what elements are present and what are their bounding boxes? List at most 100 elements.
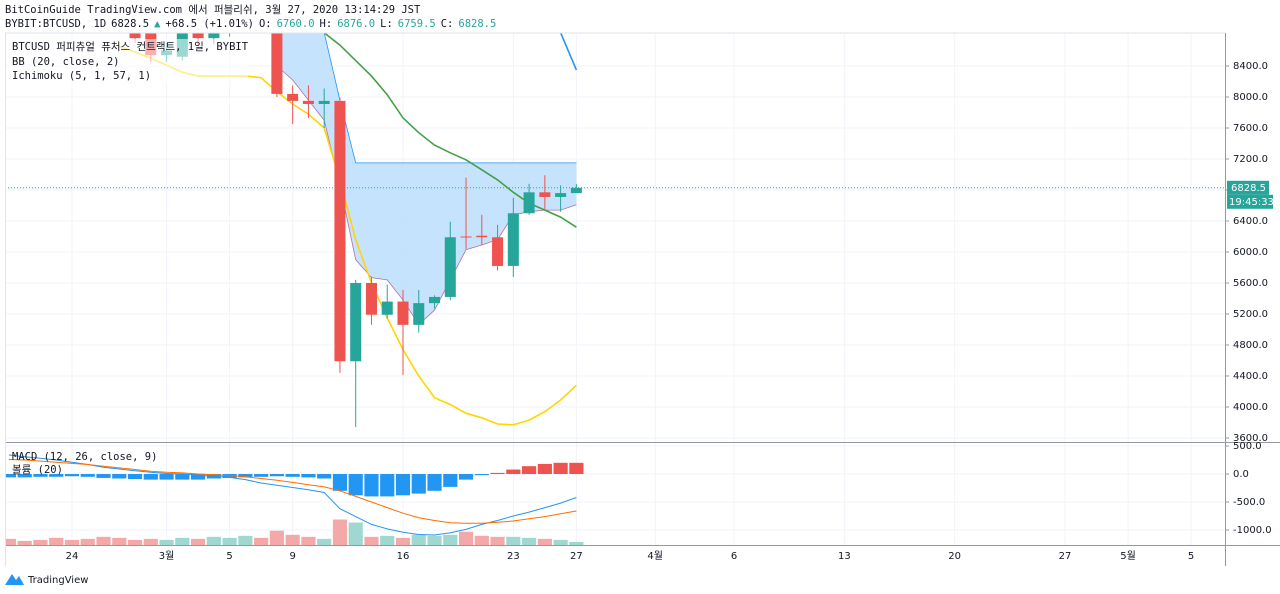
candle-body (570, 187, 582, 194)
legend-entry: MACD (12, 26, close, 9) (12, 451, 157, 463)
volume-bar (285, 534, 300, 545)
volume-bar (553, 539, 568, 545)
volume-bar (364, 536, 379, 545)
volume-bar (64, 539, 80, 545)
volume-bar (222, 537, 237, 545)
x-tick-label: 24 (66, 551, 79, 562)
histogram-bar (569, 462, 584, 475)
volume-bar (474, 535, 489, 545)
candle-body (208, 33, 220, 39)
symbol-info: ▲ (154, 18, 161, 30)
macd-pane (5, 454, 584, 545)
candle-body (350, 282, 362, 362)
volume-bar (506, 536, 521, 545)
volume-bar (569, 541, 584, 545)
candle-body (539, 192, 551, 197)
symbol-info: 6828.5 (111, 18, 149, 30)
histogram-bar (80, 474, 95, 477)
histogram-bar (269, 474, 284, 477)
x-tick-label: 20 (948, 551, 961, 562)
volume-bar (427, 535, 442, 545)
candle-body (302, 100, 314, 104)
y-tick-label: 4400.0 (1233, 371, 1268, 382)
volume-bar (96, 536, 111, 545)
histogram-bar (159, 474, 174, 480)
ichimoku-span-a (323, 33, 577, 164)
y-tick-label: 4000.0 (1233, 402, 1268, 413)
symbol-info: L: (380, 18, 393, 30)
candle-body (271, 33, 283, 94)
x-tick-label: 9 (289, 551, 295, 562)
legend: BTCUSD 퍼피츄얼 퓨처스 컨트랙트, 1일, BYBIT BB (20, c… (8, 39, 249, 476)
x-tick-label: 13 (838, 551, 851, 562)
volume-bar (395, 537, 411, 545)
symbol-info: O: (259, 18, 272, 30)
x-tick-label: 5월 (1120, 550, 1136, 562)
y-tick-label: 8400.0 (1233, 61, 1268, 72)
histogram-bar (458, 474, 474, 480)
y-tick-label: 4800.0 (1233, 340, 1268, 351)
histogram-bar (443, 474, 458, 487)
volume-bar (522, 537, 537, 545)
histogram-bar (175, 474, 190, 480)
legend-entry: BB (20, close, 2) (12, 56, 119, 68)
candle-body (460, 236, 472, 238)
countdown-box (1227, 194, 1273, 209)
candle-body (476, 235, 488, 238)
candle-body (287, 93, 299, 101)
histogram-bar (127, 474, 143, 480)
volume-bar (33, 539, 48, 545)
x-tick-label: 6 (731, 551, 737, 562)
histogram-bar (411, 474, 426, 494)
x-tick-label: 27 (570, 551, 583, 562)
histogram-bar (238, 474, 253, 478)
candle-body (365, 282, 377, 315)
volume-bar (254, 537, 269, 545)
volume-bar (317, 538, 332, 545)
y-tick-label: -500.0 (1233, 497, 1265, 508)
x-tick-label: 16 (397, 551, 410, 562)
symbol-info: 6876.0 (337, 18, 375, 30)
candle-body (334, 100, 346, 362)
volume-bar (348, 522, 363, 545)
y-tick-label: 0.0 (1233, 469, 1249, 480)
symbol-info: 6760.0 (277, 18, 315, 30)
legend-entry: BTCUSD 퍼피츄얼 퓨처스 컨트랙트, 1일, BYBIT (12, 40, 249, 53)
candle-body (192, 33, 204, 39)
countdown-label: 19:45:33 (1229, 197, 1274, 208)
grid (5, 33, 1225, 545)
x-tick-label: 23 (507, 551, 520, 562)
histogram-bar (364, 474, 379, 497)
bb-line (559, 33, 578, 71)
histogram-bar (395, 474, 411, 496)
candle-body (507, 213, 519, 266)
y-tick-label: 8000.0 (1233, 92, 1268, 103)
histogram-bar (49, 474, 64, 477)
histogram-bar (285, 474, 300, 477)
histogram-bar (96, 474, 111, 478)
candle-body (492, 237, 504, 266)
macd-line (8, 454, 577, 536)
x-tick-label: 27 (1059, 551, 1072, 562)
y-tick-label: 3600.0 (1233, 433, 1268, 444)
symbol-info: H: (320, 18, 333, 30)
symbol-info: 6759.5 (398, 18, 436, 30)
candle-body (555, 193, 567, 197)
candle-body (523, 192, 535, 214)
histogram-bar (522, 466, 537, 475)
histogram-bar (190, 474, 206, 480)
x-tick-label: 3월 (159, 550, 175, 562)
volume-bar (5, 538, 17, 545)
y-tick-label: -1000.0 (1233, 525, 1272, 536)
volume-bar (127, 539, 143, 545)
legend-backdrop (8, 39, 248, 85)
volume-bar (159, 539, 174, 545)
macd-line (8, 459, 577, 524)
histogram-bar (474, 474, 489, 476)
histogram-bar (317, 474, 332, 479)
candle-body (444, 237, 456, 297)
histogram-bar (64, 474, 80, 477)
brand-icon (5, 574, 24, 585)
volume-bar (206, 536, 221, 545)
